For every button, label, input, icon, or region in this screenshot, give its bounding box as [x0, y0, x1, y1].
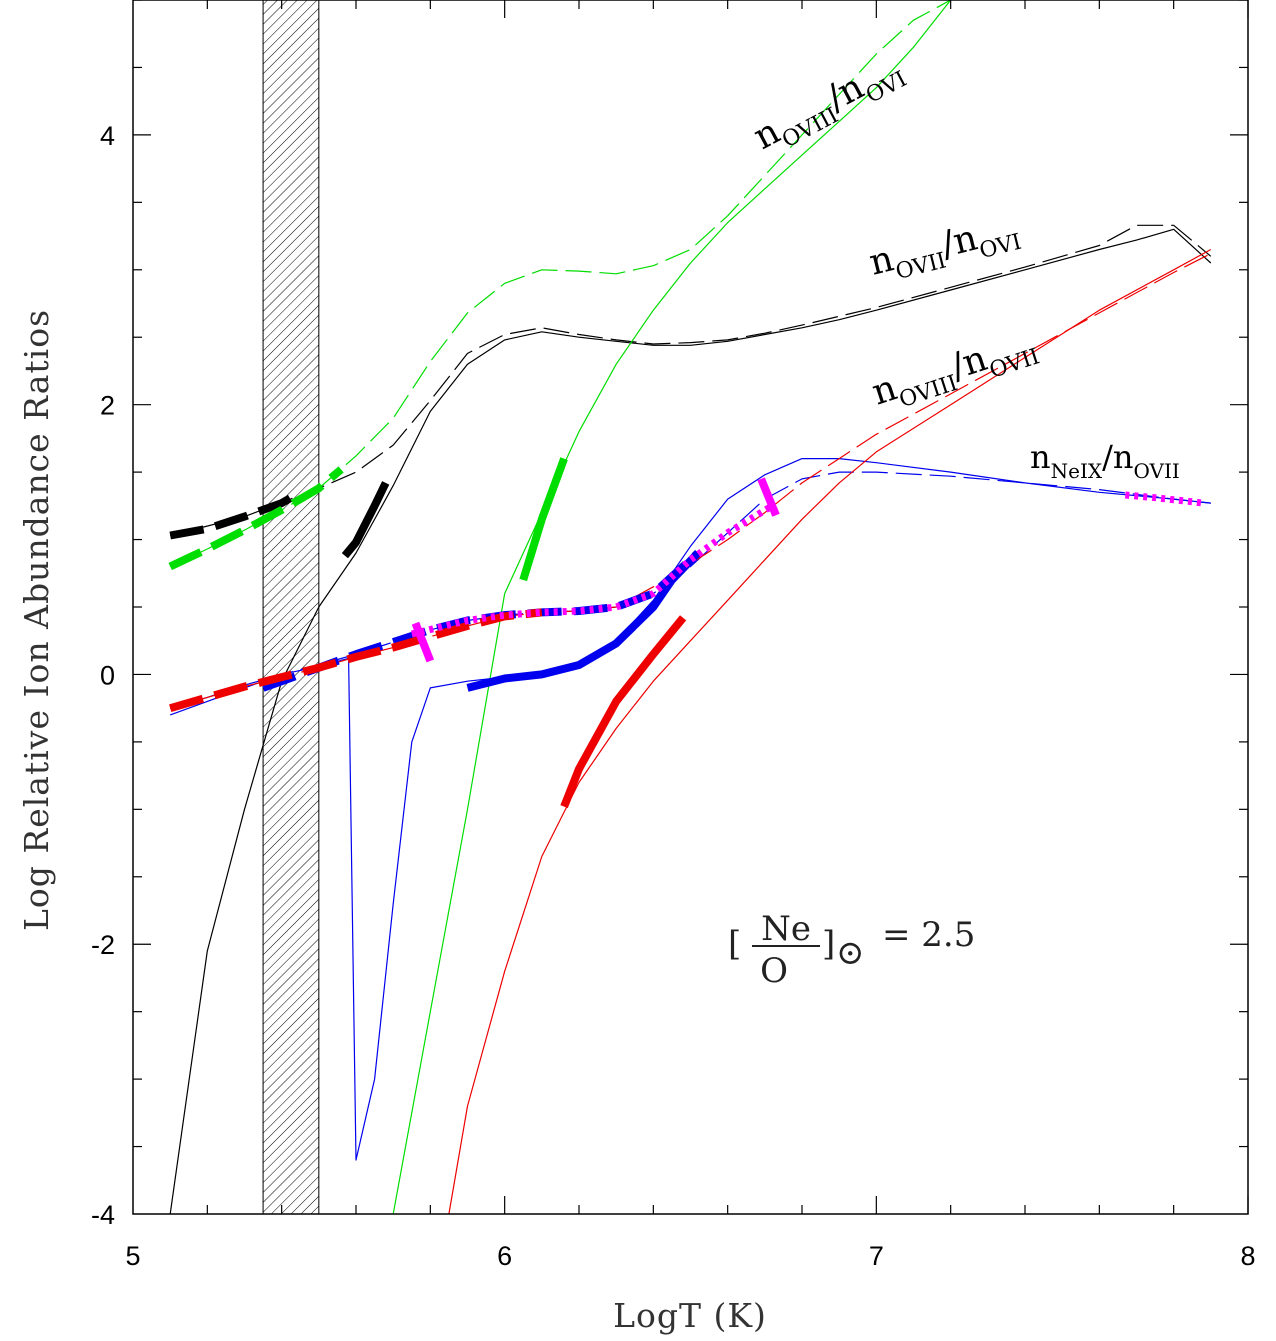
- series-line-6: [448, 248, 1212, 1214]
- annot-bracket-close: ]: [822, 924, 835, 964]
- abundance-annotation: [ Ne O ] ⊙ = 2.5: [728, 909, 975, 991]
- hatched-region: [262, 0, 320, 1215]
- axis-tick-labels: 5 6 7 8 -4 -2 0 2 4: [91, 121, 1256, 1271]
- series-line-5: [170, 471, 1211, 709]
- label-sep: /: [1102, 438, 1113, 476]
- label-oviii-ovii: nOVIII/nOVII: [867, 322, 1043, 420]
- label-sub-2: OVII: [1133, 459, 1179, 483]
- thick-segment-layer: [168, 457, 1204, 809]
- label-neix-ovii: nNeIX/nOVII: [1030, 438, 1180, 483]
- y-axis-title: Log Relative Ion Abundance Ratios: [17, 309, 56, 931]
- marker-bar-0: [411, 621, 435, 663]
- label-sub-2: OVII: [987, 344, 1043, 384]
- y-tick-label: -4: [91, 1200, 115, 1230]
- label-sub-2: OVI: [862, 67, 911, 109]
- thick-segment-0: [169, 488, 303, 540]
- annot-value: = 2.5: [882, 915, 975, 955]
- y-tick-label: -2: [91, 930, 115, 960]
- label-base-2: n: [1113, 438, 1134, 476]
- x-axis-title: LogT (K): [613, 1296, 767, 1335]
- label-base: n: [1030, 438, 1051, 476]
- y-tick-label: 2: [100, 391, 115, 421]
- annot-denominator: O: [760, 951, 788, 991]
- axis-ticks: [133, 0, 1249, 1214]
- y-tick-label: 0: [100, 660, 115, 690]
- x-tick-label: 5: [125, 1241, 140, 1271]
- label-oviii-ovi: nOVIII/nOVI: [747, 46, 911, 164]
- thick-segment-8: [410, 502, 775, 638]
- thick-segment-2: [168, 466, 344, 571]
- label-sub: OVIII: [896, 371, 960, 413]
- curve-layer: [169, 0, 1212, 1214]
- series-line-0: [169, 228, 1212, 1214]
- annot-numerator: Ne: [761, 909, 811, 949]
- label-sub: OVII: [893, 248, 948, 285]
- series-line-2: [392, 0, 952, 1214]
- annot-bracket-open: [: [728, 924, 741, 964]
- x-tick-label: 8: [1240, 1241, 1255, 1271]
- thick-segment-3: [519, 457, 568, 582]
- x-tick-label: 7: [869, 1241, 884, 1271]
- label-sub: OVIII: [778, 103, 842, 153]
- sun-symbol: ⊙: [836, 933, 865, 973]
- thick-segment-6: [169, 608, 543, 713]
- shaded-band-layer: [262, 0, 320, 1215]
- marker-bar-1: [757, 477, 780, 517]
- label-sub: NeIX: [1051, 459, 1103, 483]
- thick-segment-7: [560, 615, 687, 809]
- label-ovii-ovi: nOVII/nOVI: [865, 207, 1024, 290]
- x-tick-label: 6: [497, 1241, 512, 1271]
- thick-segment-1: [341, 481, 390, 559]
- thick-segment-5: [466, 550, 701, 692]
- y-tick-label: 4: [100, 121, 115, 151]
- label-sub-2: OVI: [977, 230, 1024, 264]
- thick-segment-9: [1124, 491, 1204, 507]
- marker-layer: [411, 477, 780, 663]
- series-line-1: [170, 224, 1212, 537]
